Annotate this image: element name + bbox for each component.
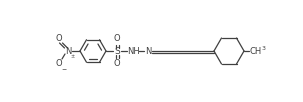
Text: O: O [56,34,62,43]
Text: S: S [114,47,120,55]
Text: NH: NH [127,47,139,55]
Text: O: O [56,59,62,68]
Text: 3: 3 [262,46,266,51]
Text: −: − [62,67,67,72]
Text: O: O [114,59,120,68]
Text: O: O [114,34,120,43]
Text: ±: ± [70,54,75,59]
Text: CH: CH [250,47,262,55]
Text: N: N [145,47,151,55]
Text: N: N [65,47,71,55]
